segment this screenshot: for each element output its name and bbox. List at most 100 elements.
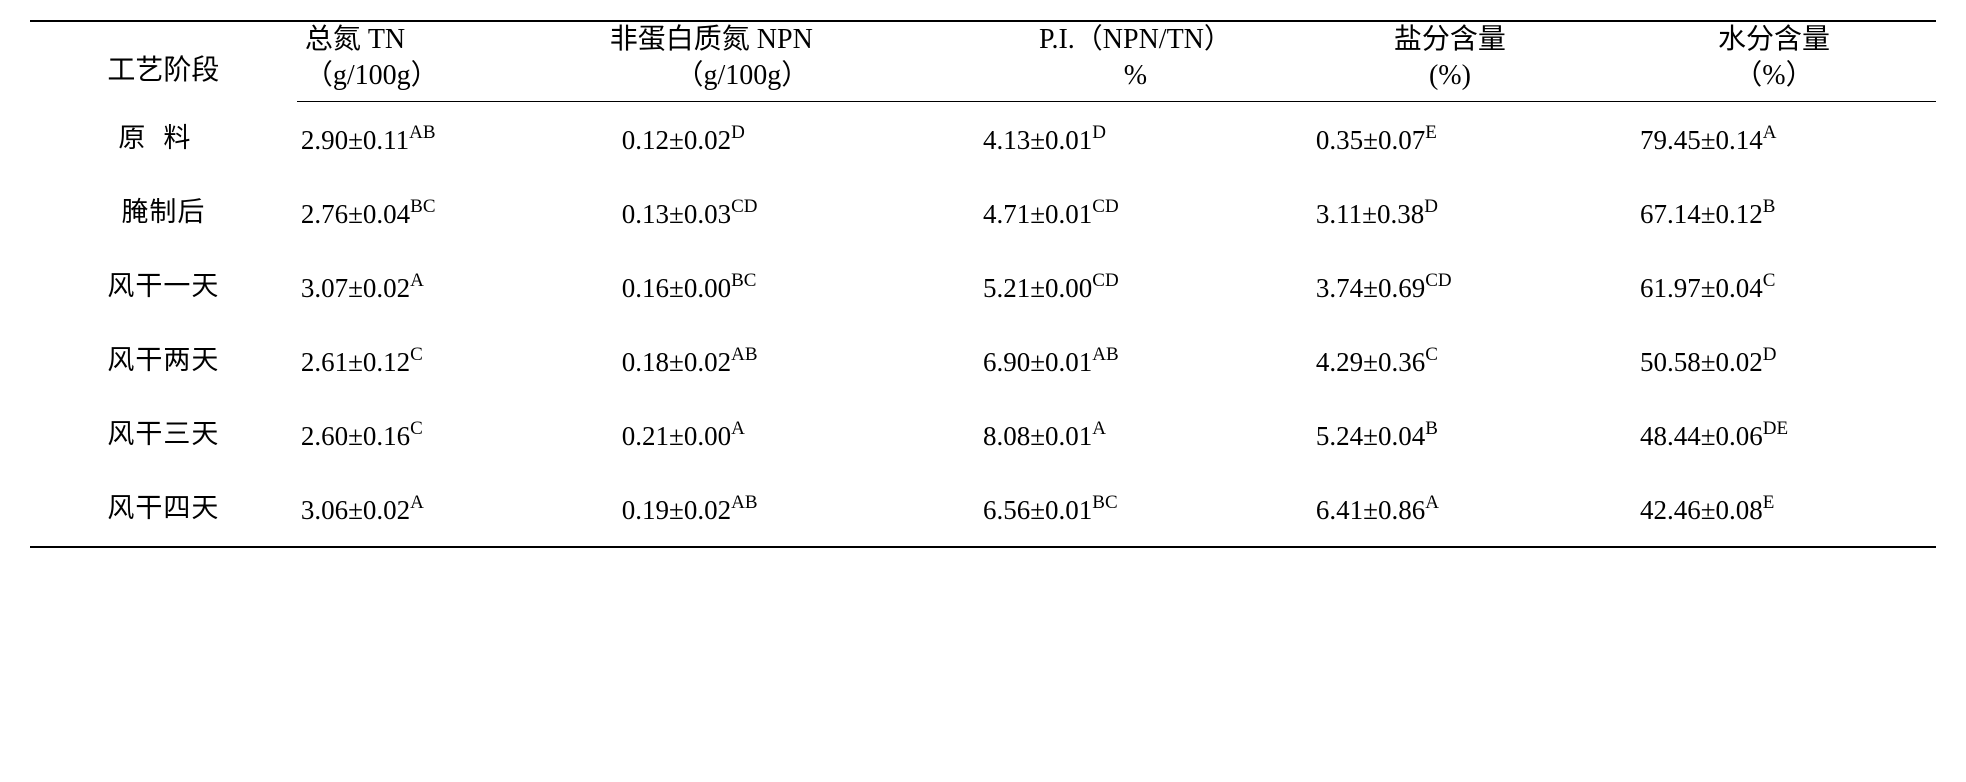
value-text: 4.13±0.01D (983, 124, 1106, 154)
superscript: C (1425, 344, 1438, 365)
header-tn-l1: 总氮 TN (297, 22, 602, 58)
header-pi-l1: P.I.（NPN/TN） (983, 22, 1288, 58)
superscript: CD (1425, 270, 1451, 291)
value-text: 42.46±0.08E (1612, 494, 1774, 524)
table-cell: 4.13±0.01D (983, 101, 1288, 176)
value-text: 2.60±0.16C (297, 420, 423, 450)
value-text: 2.61±0.12C (297, 346, 423, 376)
table-cell: 8.08±0.01A (983, 398, 1288, 472)
superscript: D (1763, 344, 1777, 365)
table-cell: 0.35±0.07E (1288, 101, 1612, 176)
table-row: 腌制后2.76±0.04BC 0.13±0.03CD 4.71±0.01CD 3.11… (30, 176, 1936, 250)
value-text: 0.18±0.02AB (602, 346, 758, 376)
table-cell: 48.44±0.06DE (1612, 398, 1936, 472)
stage-cell: 风干两天 (30, 324, 297, 398)
table-cell: 4.71±0.01CD (983, 176, 1288, 250)
header-water-unit: （%） (1612, 58, 1936, 101)
header-npn-l1: 非蛋白质氮 NPN (602, 22, 983, 58)
superscript: D (1424, 196, 1438, 217)
superscript: AB (409, 122, 435, 143)
value-text: 0.21±0.00A (602, 420, 745, 450)
value-text: 2.90±0.11AB (297, 124, 436, 154)
table-row: 风干两天2.61±0.12C 0.18±0.02AB 6.90±0.01AB 4.29… (30, 324, 1936, 398)
superscript: C (1763, 270, 1776, 291)
superscript: DE (1763, 418, 1788, 439)
table-cell: 0.16±0.00BC (602, 250, 983, 324)
table-row: 风干四天3.06±0.02A0.19±0.02AB6.56±0.01BC6.41… (30, 472, 1936, 547)
header-pi: P.I.（NPN/TN） (983, 21, 1288, 58)
stage-cell: 风干一天 (30, 250, 297, 324)
superscript: D (1092, 122, 1106, 143)
table-body: 原料 2.90±0.11AB 0.12±0.02D 4.13±0.01D 0.35±0.… (30, 101, 1936, 547)
value-text: 0.12±0.02D (602, 124, 745, 154)
header-water-l1: 水分含量 (1612, 22, 1936, 58)
header-npn-l2: （g/100g） (602, 58, 983, 100)
table-cell: 2.76±0.04BC (297, 176, 602, 250)
value-text: 8.08±0.01A (983, 420, 1106, 450)
header-tn: 总氮 TN (297, 21, 602, 58)
table-cell: 2.90±0.11AB (297, 101, 602, 176)
superscript: B (1763, 196, 1776, 217)
header-tn-l2: （g/100g） (297, 58, 602, 100)
stage-cell: 腌制后 (30, 176, 297, 250)
header-salt-l1: 盐分含量 (1288, 22, 1612, 58)
table-cell: 4.29±0.36C (1288, 324, 1612, 398)
header-pi-l2: % (983, 58, 1288, 100)
value-text: 4.29±0.36C (1288, 346, 1438, 376)
table-cell: 0.12±0.02D (602, 101, 983, 176)
value-text: 0.19±0.02AB (602, 494, 758, 524)
superscript: A (1092, 418, 1106, 439)
value-text: 48.44±0.06DE (1612, 420, 1788, 450)
value-text: 4.71±0.01CD (983, 198, 1119, 228)
superscript: BC (410, 196, 435, 217)
table-cell: 5.24±0.04B (1288, 398, 1612, 472)
value-text: 5.24±0.04B (1288, 420, 1438, 450)
table-cell: 2.60±0.16C (297, 398, 602, 472)
value-text: 0.13±0.03CD (602, 198, 758, 228)
superscript: AB (731, 344, 757, 365)
header-salt-l2: (%) (1288, 58, 1612, 100)
value-text: 0.35±0.07E (1288, 124, 1437, 154)
value-text: 3.07±0.02A (297, 272, 424, 302)
superscript: C (410, 418, 423, 439)
table-cell: 79.45±0.14A (1612, 101, 1936, 176)
value-text: 3.74±0.69CD (1288, 272, 1452, 302)
table-cell: 6.90±0.01AB (983, 324, 1288, 398)
superscript: CD (1092, 270, 1118, 291)
header-pi-unit: % (983, 58, 1288, 101)
superscript: E (1425, 122, 1437, 143)
superscript: CD (1092, 196, 1118, 217)
superscript: A (1763, 122, 1777, 143)
stage-label: 原料 (118, 123, 208, 153)
table-cell: 3.11±0.38D (1288, 176, 1612, 250)
header-salt: 盐分含量 (1288, 21, 1612, 58)
superscript: BC (1092, 492, 1117, 513)
table-header: 工艺阶段 总氮 TN 非蛋白质氮 NPN P.I.（NPN/TN） 盐分含量 水… (30, 21, 1936, 101)
table-cell: 6.41±0.86A (1288, 472, 1612, 547)
header-stage: 工艺阶段 (30, 21, 297, 101)
table-cell: 2.61±0.12C (297, 324, 602, 398)
table-cell: 0.13±0.03CD (602, 176, 983, 250)
value-text: 6.41±0.86A (1288, 494, 1439, 524)
value-text: 2.76±0.04BC (297, 198, 436, 228)
header-water-l2: （%） (1612, 58, 1936, 100)
table-cell: 3.06±0.02A (297, 472, 602, 547)
superscript: AB (1092, 344, 1118, 365)
table-cell: 0.19±0.02AB (602, 472, 983, 547)
table-cell: 3.74±0.69CD (1288, 250, 1612, 324)
superscript: AB (731, 492, 757, 513)
table-cell: 42.46±0.08E (1612, 472, 1936, 547)
header-npn-unit: （g/100g） (602, 58, 983, 101)
table-row: 风干一天3.07±0.02A0.16±0.00BC5.21±0.00CD3.74… (30, 250, 1936, 324)
table-row: 原料 2.90±0.11AB 0.12±0.02D 4.13±0.01D 0.35±0.… (30, 101, 1936, 176)
superscript: E (1763, 492, 1775, 513)
superscript: A (410, 270, 424, 291)
table-cell: 50.58±0.02D (1612, 324, 1936, 398)
header-tn-unit: （g/100g） (297, 58, 602, 101)
table-cell: 0.18±0.02AB (602, 324, 983, 398)
superscript: A (410, 492, 424, 513)
header-stage-l1: 工艺阶段 (30, 33, 297, 89)
superscript: A (1425, 492, 1439, 513)
stage-cell: 风干四天 (30, 472, 297, 547)
value-text: 6.90±0.01AB (983, 346, 1119, 376)
